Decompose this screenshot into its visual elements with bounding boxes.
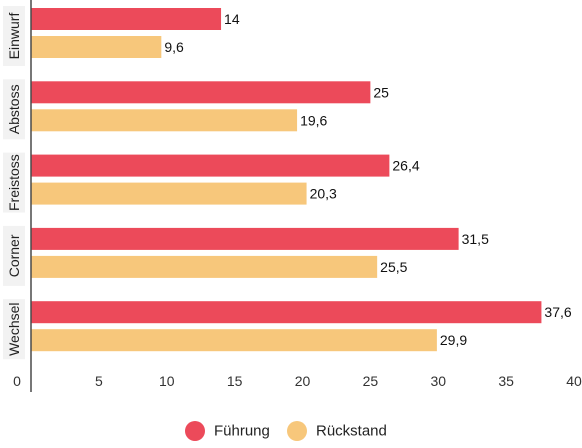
bar-corner-r-ckstand [31, 255, 378, 278]
value-label-freistoss-r-ckstand: 20,3 [310, 186, 337, 202]
x-tick-5: 5 [95, 373, 103, 389]
legend-label-f-hrung: Führung [214, 423, 270, 440]
bar-freistoss-f-hrung [31, 154, 390, 177]
category-band-freistoss [3, 152, 25, 213]
value-label-corner-r-ckstand: 25,5 [380, 259, 407, 275]
bar-wechsel-f-hrung [31, 301, 542, 324]
x-tick-30: 30 [430, 373, 446, 389]
category-label-einwurf: Einwurf [6, 13, 22, 60]
legend: Führung Rückstand [185, 421, 387, 441]
x-tick-40: 40 [566, 373, 582, 389]
bar-einwurf-r-ckstand [31, 36, 162, 58]
legend-marker-f-hrung [185, 421, 205, 441]
category-label-freistoss: Freistoss [6, 154, 22, 211]
value-label-wechsel-f-hrung: 37,6 [544, 304, 571, 320]
x-tick-25: 25 [363, 373, 379, 389]
category-band-einwurf [3, 6, 25, 66]
value-label-einwurf-r-ckstand: 9,6 [164, 39, 184, 55]
x-tick-10: 10 [159, 373, 175, 389]
legend-marker-r-ckstand [287, 421, 307, 441]
value-labels-group: 14 9,6 25 19,6 26,4 20,3 31,5 25,5 37,6 29,9 [164, 11, 572, 348]
legend-label-r-ckstand: Rückstand [316, 423, 387, 440]
category-label-corner: Corner [6, 234, 22, 277]
category-band-wechsel [3, 299, 25, 360]
bars-group [31, 8, 542, 352]
bar-wechsel-r-ckstand [31, 329, 437, 352]
bar-einwurf-f-hrung [31, 8, 222, 30]
x-tick-0: 0 [13, 373, 21, 389]
category-band-corner [3, 225, 25, 286]
bar-freistoss-r-ckstand [31, 182, 307, 205]
x-tick-15: 15 [227, 373, 243, 389]
value-label-corner-f-hrung: 31,5 [462, 231, 489, 247]
value-label-einwurf-f-hrung: 14 [224, 11, 240, 27]
value-label-wechsel-r-ckstand: 29,9 [440, 332, 467, 348]
category-label-wechsel: Wechsel [6, 302, 22, 355]
x-axis-ticks: 0 5 10 15 20 25 30 35 40 [13, 373, 582, 389]
x-tick-35: 35 [498, 373, 514, 389]
value-label-abstoss-f-hrung: 25 [373, 84, 389, 100]
bar-corner-f-hrung [31, 227, 459, 250]
value-label-freistoss-f-hrung: 26,4 [392, 158, 419, 174]
x-tick-20: 20 [295, 373, 311, 389]
bar-abstoss-f-hrung [31, 81, 371, 104]
category-band-abstoss [3, 79, 25, 140]
category-label-abstoss: Abstoss [6, 84, 22, 134]
category-label-bands: Einwurf Abstoss Freistoss Corner Wechsel [3, 6, 25, 360]
bar-abstoss-r-ckstand [31, 109, 298, 132]
value-label-abstoss-r-ckstand: 19,6 [300, 112, 327, 128]
